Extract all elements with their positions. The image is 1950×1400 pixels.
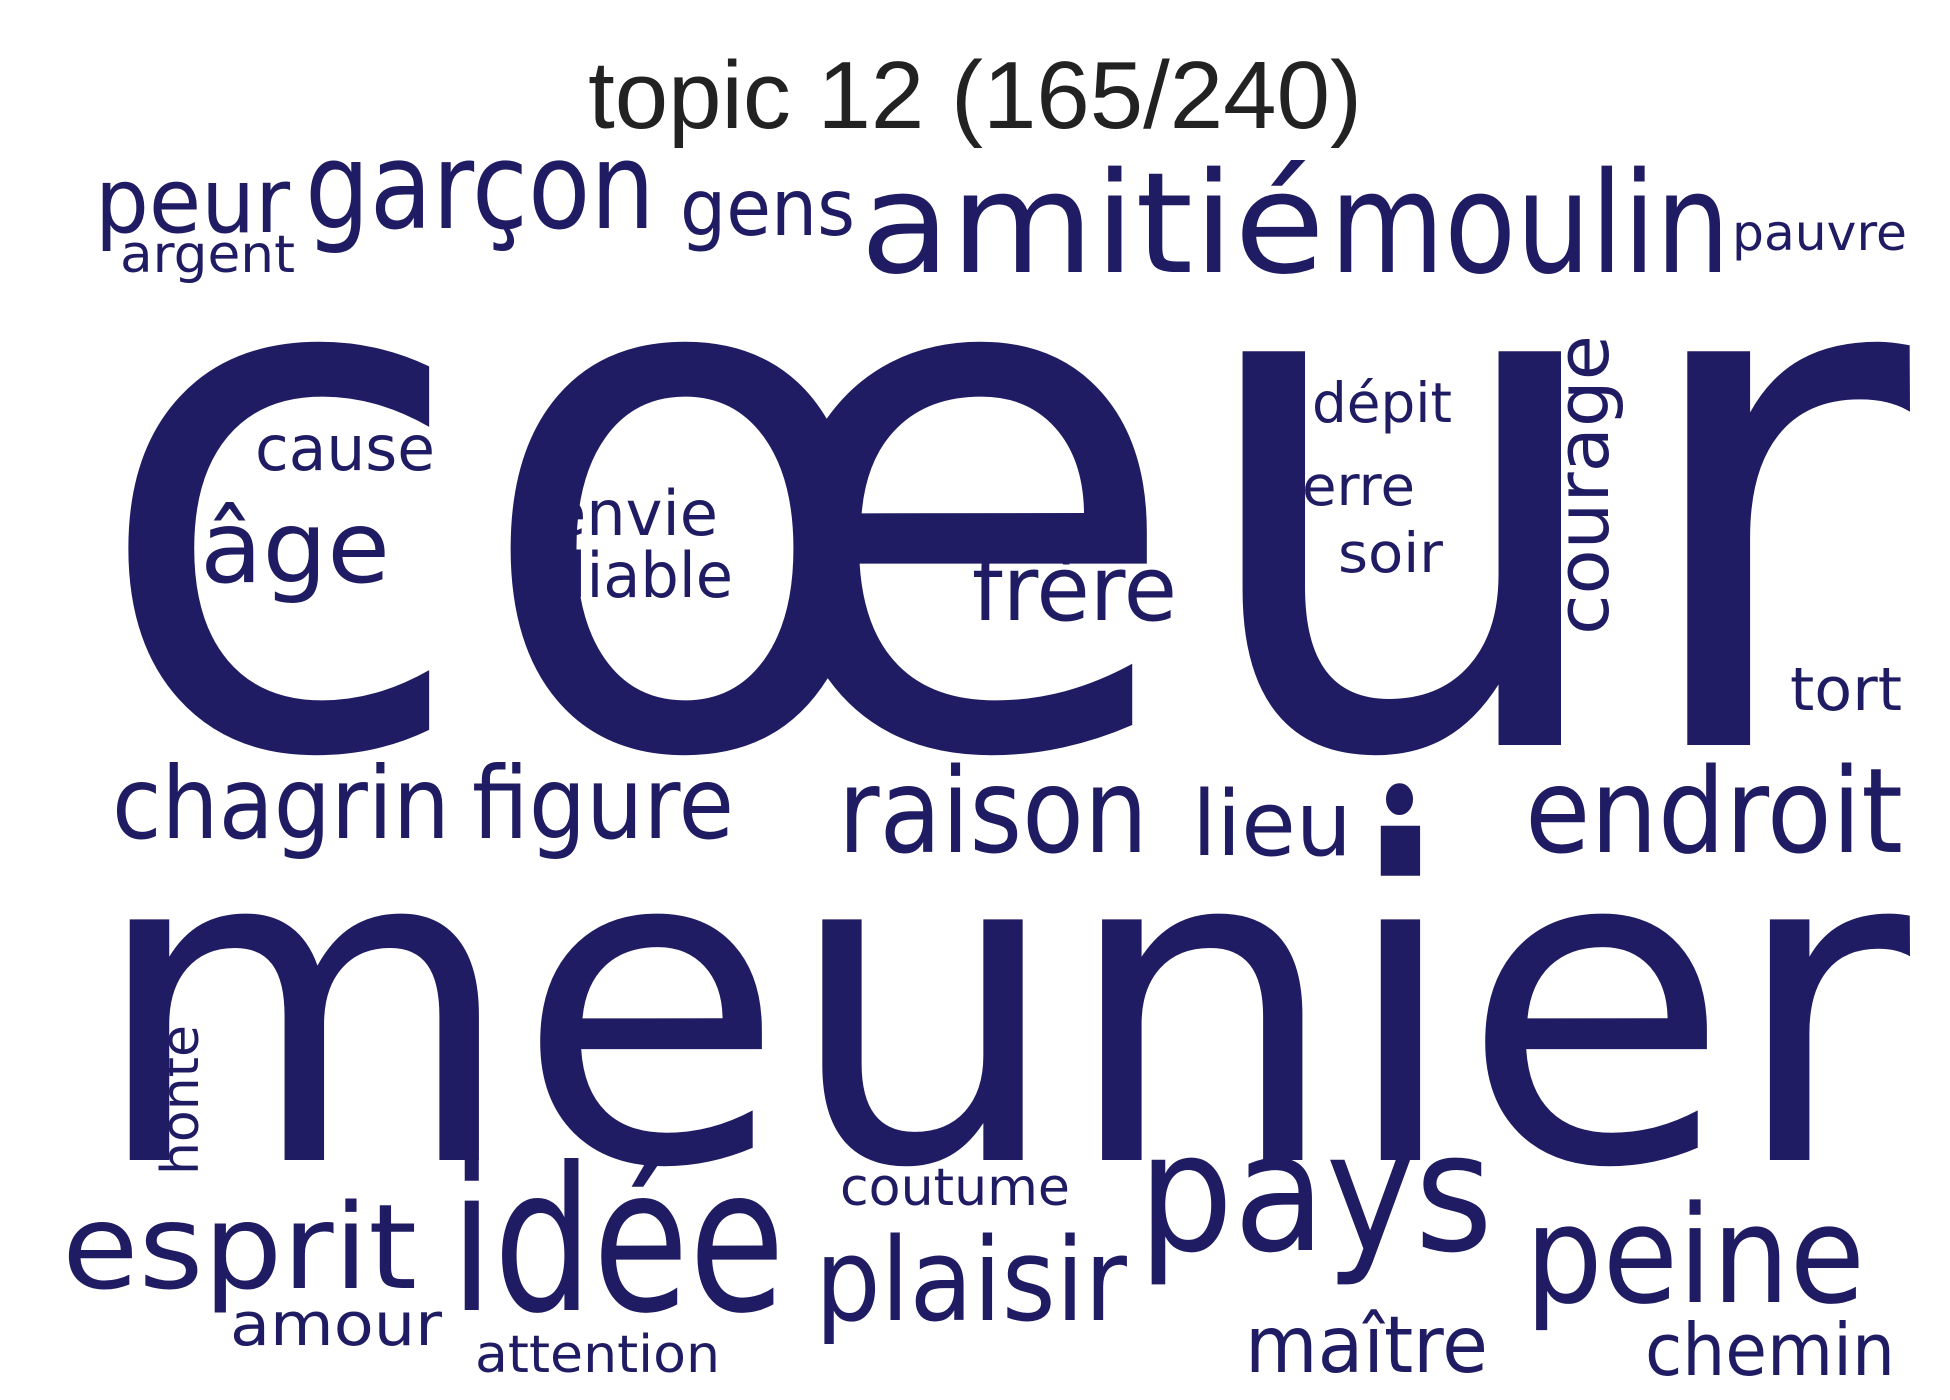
word-chagrin: chagrin [112,745,450,862]
word-figure: figure [472,745,734,862]
word-coutume: coutume [840,1158,1070,1218]
word-peine: peine [1525,1177,1865,1334]
word-courage: courage [1541,335,1625,635]
word-plaisir: plaisir [815,1214,1128,1348]
word-attention: attention [475,1325,720,1385]
word-soir: soir [1338,521,1443,585]
word-chemin: chemin [1645,1308,1895,1392]
word-coeur: cœur [90,77,1917,915]
word-tort: tort [1790,655,1902,725]
word-amour: amour [230,1290,442,1360]
word-diable: diable [548,539,733,612]
word-cause: cause [255,412,435,485]
word-argent: argent [120,225,295,285]
word-maitre: maître [1245,1301,1488,1391]
word-envie: envie [548,477,718,550]
word-endroit: endroit [1525,742,1903,880]
word-honte: honte [151,1025,211,1175]
chart-title: topic 12 (165/240) [588,42,1362,149]
word-moulin: moulin [1330,143,1730,306]
word-peur: peur [95,149,290,254]
word-amitie: amitié [860,143,1325,306]
word-frere: frère [972,537,1177,642]
word-garcon: garçon [305,118,655,257]
word-depit: dépit [1312,371,1452,435]
word-meunier: meunier [90,752,1915,1264]
word-lieu: lieu [1192,772,1352,877]
word-terre: terre [1280,454,1415,518]
word-raison: raison [838,742,1148,880]
word-gens: gens [680,164,855,254]
word-pays: pays [1138,1097,1493,1289]
word-esprit: esprit [62,1178,417,1316]
word-age: âge [200,489,390,606]
word-idee: idée [450,1125,785,1358]
word-dot: • [1372,738,1427,866]
word-pauvre: pauvre [1732,204,1907,262]
